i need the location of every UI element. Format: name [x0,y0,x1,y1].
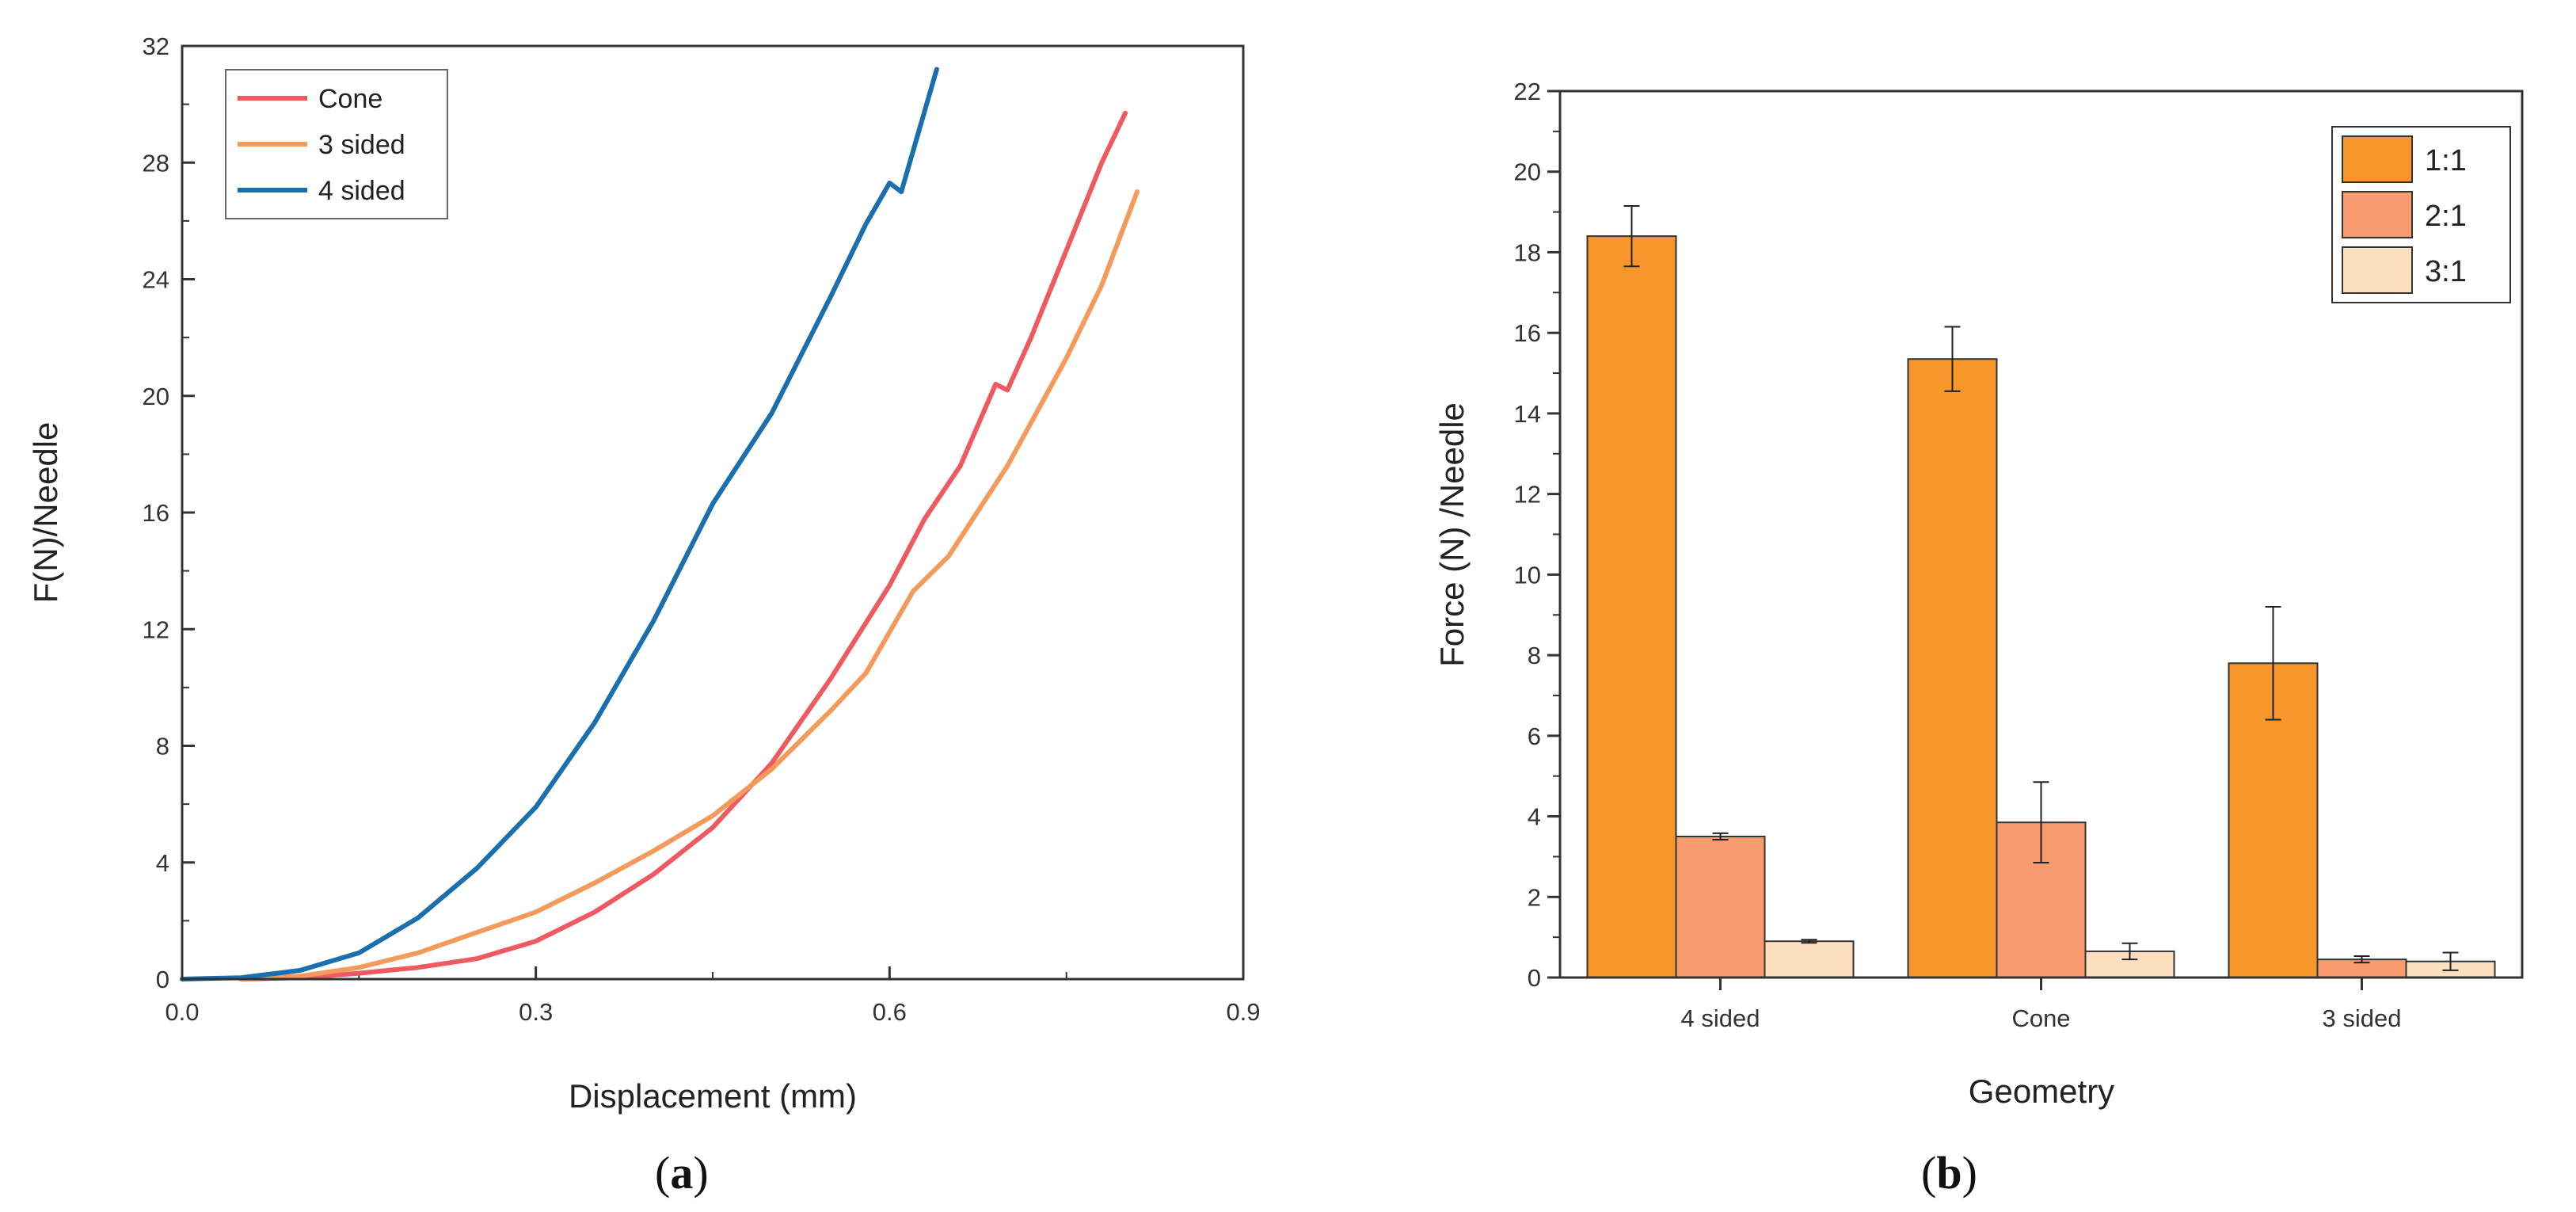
panel-b-y-tick-label: 14 [1514,400,1541,428]
panel-b-y-tick-label: 18 [1514,238,1541,266]
panel-a-caption: (a) [655,1147,709,1199]
legend-label-3-1: 3:1 [2425,255,2467,288]
panel-a-x-axis-title: Displacement (mm) [569,1077,857,1115]
legend-label-2-1: 2:1 [2425,200,2467,233]
panel-a-y-tick-label: 0 [156,966,169,993]
panel-a-x-tick-label: 0.9 [1226,998,1260,1026]
series-line-cone [238,110,1128,981]
panel-a-y-axis-title: F(N)/Needle [27,422,64,604]
legend-swatch-2-1 [2342,191,2413,238]
panel-b-y-tick-label: 4 [1528,803,1541,831]
panel-b-y-tick-label: 22 [1514,78,1541,105]
panel-b-bars [1586,204,2496,979]
panel-a-y-tick-label: 24 [143,266,169,294]
legend-label-1-1: 1:1 [2425,144,2467,177]
panel-b-x-tick-label: Cone [2011,1004,2070,1032]
panel-b-y-tick-label: 8 [1528,642,1541,669]
panel-a-line-chart: 0.0 0.3 0.6 0.9 0 4 8 12 16 20 24 28 32 Displacement… [27,32,1261,1199]
panel-a-y-tick-label: 28 [143,149,169,177]
series-line-4-sided [180,67,939,981]
panel-b-caption: (b) [1921,1147,1977,1199]
panel-b-y-tick-label: 20 [1514,158,1541,186]
series-line-3-sided [238,189,1140,981]
panel-b-y-tick-label: 2 [1528,883,1541,911]
panel-b-y-tick-label: 16 [1514,319,1541,347]
panel-b-x-tick-label: 4 sided [1681,1004,1760,1032]
panel-b-tick-labels: 0 2 4 6 8 10 12 14 16 18 20 22 4 sided Cone 3 sided [1514,78,2402,1032]
panel-a-y-tick-label: 12 [143,616,169,643]
panel-b-y-tick-label: 6 [1528,722,1541,750]
bar-4-sided-2-1 [1675,835,1766,979]
panel-b-y-axis-title: Force (N) /Needle [1433,402,1471,667]
panel-b-ticks [1547,90,2363,990]
panel-a-x-tick-label: 0.6 [873,998,907,1026]
legend-label-cone: Cone [318,84,382,114]
panel-a-plot-frame [181,44,1245,981]
bar-4-sided-3-1 [1764,940,1855,979]
panel-a-y-tick-label: 4 [156,849,169,877]
panel-a-caption-letter: a [670,1147,693,1199]
panel-b-x-tick-label: 3 sided [2323,1004,2402,1032]
panel-a-y-tick-label: 8 [156,733,169,760]
legend-swatch-1-1 [2342,135,2413,183]
panel-b-y-tick-label: 12 [1514,481,1541,509]
panel-b-x-axis-title: Geometry [1969,1073,2114,1110]
panel-a-x-tick-label: 0.3 [519,998,553,1026]
panel-a-y-tick-label: 20 [143,383,169,410]
panel-b-bar-chart: 0 2 4 6 8 10 12 14 16 18 20 22 4 sided Cone 3 sided Ge… [1433,78,2524,1199]
legend-swatch-3-1 [2342,246,2413,294]
panel-a-series [180,67,1140,981]
panel-a-y-tick-label: 16 [143,499,169,527]
panel-b-caption-letter: b [1936,1147,1961,1199]
panel-a-x-tick-label: 0.0 [165,998,199,1026]
legend-label-3-sided: 3 sided [318,130,405,160]
panel-a-y-tick-label: 32 [143,32,169,60]
panel-a-legend: Cone 3 sided 4 sided [225,69,448,219]
bar-cone-1-1 [1907,358,1998,979]
panel-b-y-tick-label: 10 [1514,561,1541,589]
bar-4-sided-1-1 [1586,235,1677,979]
panel-b-y-tick-label: 0 [1528,964,1541,992]
legend-label-4-sided: 4 sided [318,176,405,206]
panel-b-legend: 1:1 2:1 3:1 [2331,126,2511,303]
panel-b-plot-frame [1558,90,2524,979]
panel-a-tick-labels: 0.0 0.3 0.6 0.9 0 4 8 12 16 20 24 28 32 [143,32,1261,1026]
